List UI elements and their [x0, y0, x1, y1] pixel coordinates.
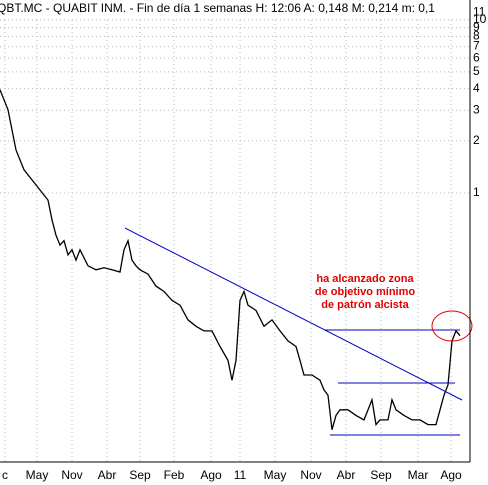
- x-tick-label: Mar: [408, 468, 429, 482]
- y-tick-label: 1: [473, 185, 480, 199]
- x-tick-label: c: [2, 468, 8, 482]
- x-tick-label: Sep: [129, 468, 151, 482]
- y-tick-label: 5: [473, 64, 480, 78]
- y-tick-label: 8: [473, 29, 480, 43]
- price-line: [0, 89, 461, 430]
- y-tick-label: 2: [473, 133, 480, 147]
- header-bg: [0, 0, 488, 17]
- x-tick-label: Ago: [200, 468, 222, 482]
- y-tick-label: 11: [473, 5, 486, 19]
- highlight-circle: [431, 310, 473, 342]
- x-tick-label: Abr: [98, 468, 117, 482]
- y-tick-label: 4: [473, 81, 480, 95]
- grid: [0, 0, 470, 462]
- y-tick-label: 9: [473, 20, 480, 34]
- x-tick-label: Feb: [164, 468, 185, 482]
- x-tick-label: May: [26, 468, 49, 482]
- x-tick-label: Sep: [370, 468, 392, 482]
- x-tick-label: Ago: [440, 468, 462, 482]
- y-tick-label: 3: [473, 102, 480, 116]
- chart-title: QBT.MC - QUABIT INM. - Fin de día 1 sema…: [0, 1, 435, 15]
- plot: [0, 89, 461, 430]
- y-tick-label: 6: [473, 50, 480, 64]
- x-tick-label: 11: [234, 468, 247, 482]
- x-tick-label: May: [264, 468, 287, 482]
- x-tick-label: Abr: [337, 468, 356, 482]
- y-tick-label: 10: [473, 12, 487, 26]
- y-tick-label: 7: [473, 39, 480, 53]
- x-tick-label: Nov: [61, 468, 82, 482]
- trend-line: [124, 227, 463, 401]
- annotation: de objetivo mínimo: [315, 286, 416, 298]
- annotation: ha alcanzado zona: [316, 273, 414, 285]
- x-tick-label: Nov: [300, 468, 321, 482]
- annotation: de patrón alcista: [321, 299, 409, 311]
